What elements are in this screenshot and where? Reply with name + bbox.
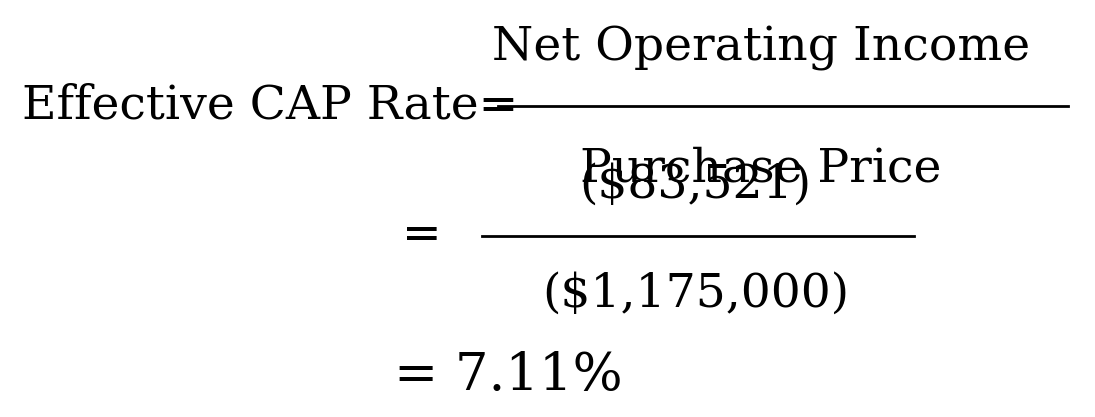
Text: Effective CAP Rate=: Effective CAP Rate= <box>22 84 518 129</box>
Text: = 7.11%: = 7.11% <box>394 350 623 401</box>
Text: =: = <box>402 213 441 258</box>
Text: ($1,175,000): ($1,175,000) <box>542 271 849 317</box>
Text: Net Operating Income: Net Operating Income <box>492 25 1030 70</box>
Text: Purchase Price: Purchase Price <box>580 146 942 191</box>
Text: ($83,521): ($83,521) <box>579 163 811 208</box>
